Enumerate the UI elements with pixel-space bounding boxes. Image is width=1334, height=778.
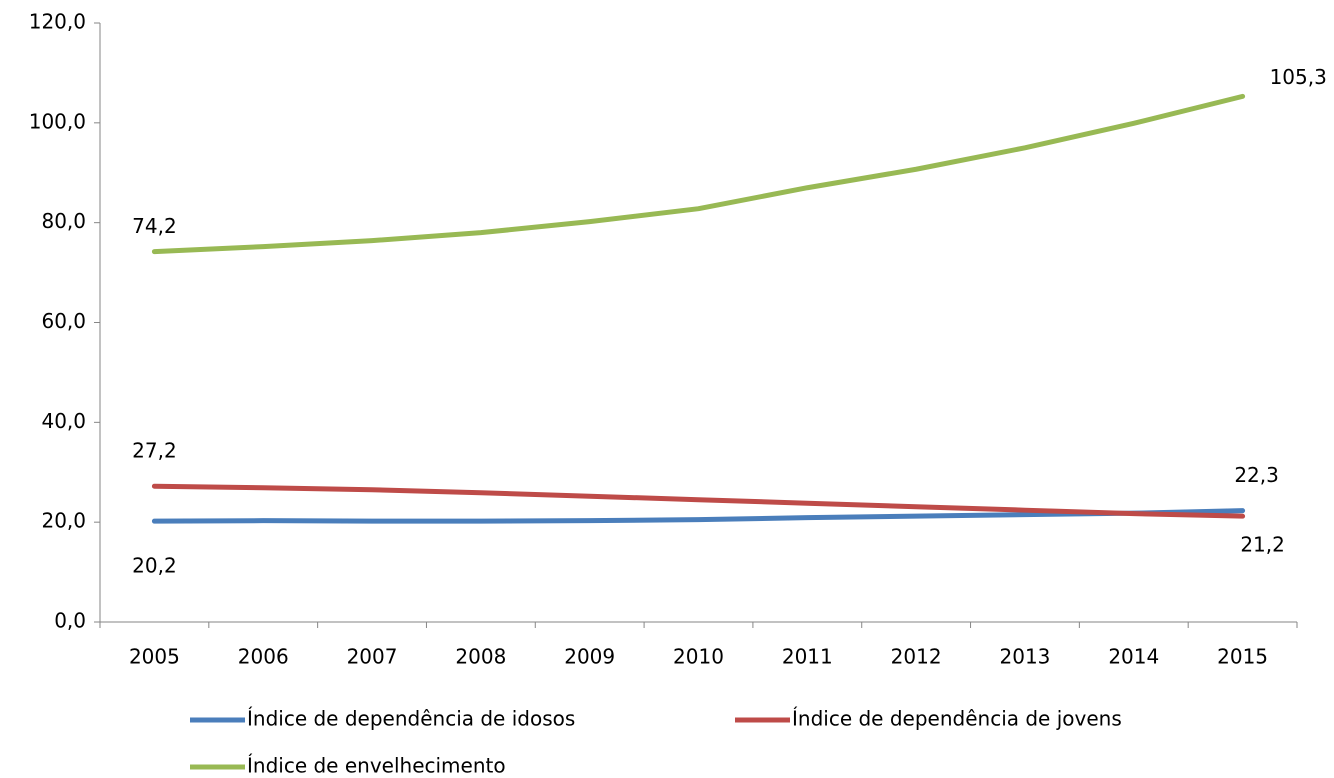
y-tick-label: 80,0 — [41, 209, 86, 233]
x-tick-label: 2014 — [1108, 645, 1159, 669]
legend-label: Índice de dependência de idosos — [247, 707, 575, 731]
data-label: 27,2 — [132, 439, 177, 463]
y-tick-label: 40,0 — [41, 409, 86, 433]
legend-label: Índice de dependência de jovens — [792, 707, 1122, 731]
y-tick-label: 120,0 — [29, 10, 86, 34]
y-tick-label: 20,0 — [41, 509, 86, 533]
data-label: 21,2 — [1240, 533, 1285, 557]
y-tick-label: 100,0 — [29, 109, 86, 133]
x-tick-label: 2008 — [455, 645, 506, 669]
x-tick-label: 2012 — [891, 645, 942, 669]
x-tick-label: 2009 — [564, 645, 615, 669]
y-tick-label: 60,0 — [41, 309, 86, 333]
data-label: 22,3 — [1234, 463, 1279, 487]
x-tick-label: 2011 — [782, 645, 833, 669]
x-tick-label: 2005 — [129, 645, 180, 669]
x-tick-label: 2010 — [673, 645, 724, 669]
x-tick-label: 2007 — [347, 645, 398, 669]
data-label: 74,2 — [132, 214, 177, 238]
data-label: 105,3 — [1270, 65, 1327, 89]
series-line — [151, 508, 1246, 524]
legend-label: Índice de envelhecimento — [247, 754, 506, 778]
series-line — [151, 483, 1246, 519]
x-tick-label: 2013 — [1000, 645, 1051, 669]
series-line — [151, 93, 1246, 255]
x-tick-label: 2006 — [238, 645, 289, 669]
data-label: 20,2 — [132, 554, 177, 578]
y-tick-label: 0,0 — [54, 609, 86, 633]
x-tick-label: 2015 — [1217, 645, 1268, 669]
